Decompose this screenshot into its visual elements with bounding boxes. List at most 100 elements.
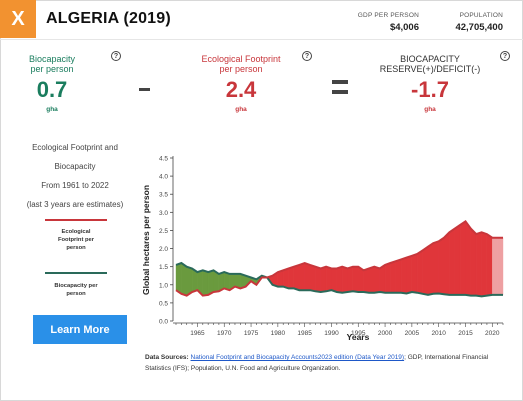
sources-link[interactable]: National Footprint and Biocapacity Accou… <box>190 354 405 361</box>
legend-biocapacity-swatch <box>45 272 107 274</box>
population-label: POPULATION <box>459 12 503 19</box>
legend-biocapacity-line: person <box>66 291 86 297</box>
area-segment <box>315 266 321 293</box>
y-tick-label: 3.0 <box>159 210 168 217</box>
legend-footprint-line: Ecological <box>61 229 91 235</box>
area-segment <box>352 266 359 293</box>
area-segment <box>299 262 305 291</box>
area-segment <box>336 266 343 293</box>
area-segment <box>202 270 209 296</box>
area-segment <box>223 271 230 291</box>
area-segment <box>486 233 493 296</box>
gdp-stat: GDP PER PERSON $4,006 <box>349 12 419 33</box>
area-segment <box>347 266 354 293</box>
area-segment <box>207 270 214 296</box>
x-tick-label: 1990 <box>324 330 339 337</box>
x-axis-label: Years <box>347 332 370 342</box>
legend-biocapacity-label: Biocapacity per person <box>40 282 112 298</box>
y-tick-label: 0.5 <box>159 300 168 307</box>
x-tick-label: 1980 <box>271 330 286 337</box>
area-segment <box>438 237 445 295</box>
x-tick-label: 1995 <box>351 330 366 337</box>
x-tick-label: 2020 <box>485 330 500 337</box>
biocapacity-help-icon[interactable]: ? <box>111 51 121 61</box>
area-segment <box>282 268 289 289</box>
legend-footprint-line: Footprint per <box>57 237 95 243</box>
area-segment <box>492 237 498 296</box>
reserve-unit: gha <box>424 106 436 113</box>
x-tick-label: 2010 <box>431 330 446 337</box>
area-segment <box>374 266 380 293</box>
x-tick-label: 1965 <box>190 330 205 337</box>
area-segment <box>449 228 455 296</box>
footprint-metric: Ecological Footprint per person 2.4 gha <box>192 54 290 113</box>
data-sources: Data Sources: National Footprint and Bio… <box>145 352 515 374</box>
area-segment <box>470 228 477 296</box>
area-segment <box>384 262 391 293</box>
biocapacity-series-line <box>175 261 503 298</box>
reserve-metric: BIOCAPACITY RESERVE(+)/DEFICIT(-) -1.7 g… <box>374 54 486 113</box>
area-segment <box>390 260 397 293</box>
population-value: 42,705,400 <box>455 22 503 33</box>
reserve-help-icon[interactable]: ? <box>500 51 510 61</box>
equals-operator <box>332 80 348 94</box>
footprint-series-line <box>175 220 503 297</box>
footprint-unit: gha <box>235 106 247 113</box>
area-segment <box>465 220 471 296</box>
biocapacity-label-1: Biocapacity <box>28 54 76 64</box>
desc-line: From 1961 to 2022 <box>41 181 109 190</box>
footprint-chart: Global hectares per person Years 0.0 0.5 1… <box>141 156 504 342</box>
area-segment <box>481 232 488 297</box>
population-stat: POPULATION 42,705,400 <box>433 12 503 33</box>
area-segment <box>181 262 187 296</box>
reserve-value: -1.7 <box>411 77 449 102</box>
close-button[interactable]: X <box>0 0 36 38</box>
y-tick-label: 3.5 <box>159 192 168 199</box>
country-title: ALGERIA (2019) <box>46 10 171 27</box>
area-segment <box>497 237 504 296</box>
area-segment <box>454 224 461 296</box>
desc-line: Biocapacity <box>54 162 96 171</box>
x-tick-label: 1970 <box>217 330 232 337</box>
area-segment <box>320 266 327 293</box>
biocapacity-unit: gha <box>46 106 58 113</box>
legend-footprint-swatch <box>45 219 107 221</box>
gdp-label: GDP PER PERSON <box>357 12 419 19</box>
area-segment <box>406 255 413 294</box>
area-segment <box>293 264 300 291</box>
area-segment <box>417 250 423 295</box>
footprint-value: 2.4 <box>225 77 257 102</box>
area-segment <box>175 262 182 295</box>
header: X ALGERIA (2019) GDP PER PERSON $4,006 P… <box>0 0 523 40</box>
reserve-label-2: RESERVE(+)/DEFICIT(-) <box>379 64 481 74</box>
x-tick-label: 2005 <box>405 330 420 337</box>
y-tick-label: 0.0 <box>159 319 168 326</box>
x-tick-label: 2015 <box>458 330 473 337</box>
reserve-label-1: BIOCAPACITY <box>400 54 460 64</box>
area-segment <box>331 268 338 293</box>
y-axis-label: Global hectares per person <box>141 185 151 295</box>
legend-biocapacity-line: Biocapacity per <box>54 283 98 289</box>
biocapacity-value: 0.7 <box>36 77 68 102</box>
area-segment <box>325 266 332 292</box>
area-segment <box>443 231 450 296</box>
area-segment <box>309 264 316 292</box>
area-segment <box>433 241 439 295</box>
learn-more-button[interactable]: Learn More <box>33 315 127 344</box>
area-segment <box>304 262 311 291</box>
legend-footprint-label: Ecological Footprint per person <box>40 228 112 252</box>
footprint-help-icon[interactable]: ? <box>302 51 312 61</box>
area-segment <box>395 259 402 293</box>
y-tick-label: 4.0 <box>159 174 168 181</box>
area-segment <box>476 232 482 297</box>
gdp-value: $4,006 <box>389 22 419 33</box>
area-segment <box>422 246 429 296</box>
footprint-label-2: per person <box>219 64 263 74</box>
area-segment <box>288 266 295 289</box>
desc-line: Ecological Footprint and <box>32 143 118 152</box>
x-tick-label: 1975 <box>244 330 259 337</box>
x-tick-label: 2000 <box>378 330 393 337</box>
y-tick-label: 4.5 <box>159 156 168 163</box>
area-segment <box>427 242 434 296</box>
area-segment <box>400 257 407 294</box>
